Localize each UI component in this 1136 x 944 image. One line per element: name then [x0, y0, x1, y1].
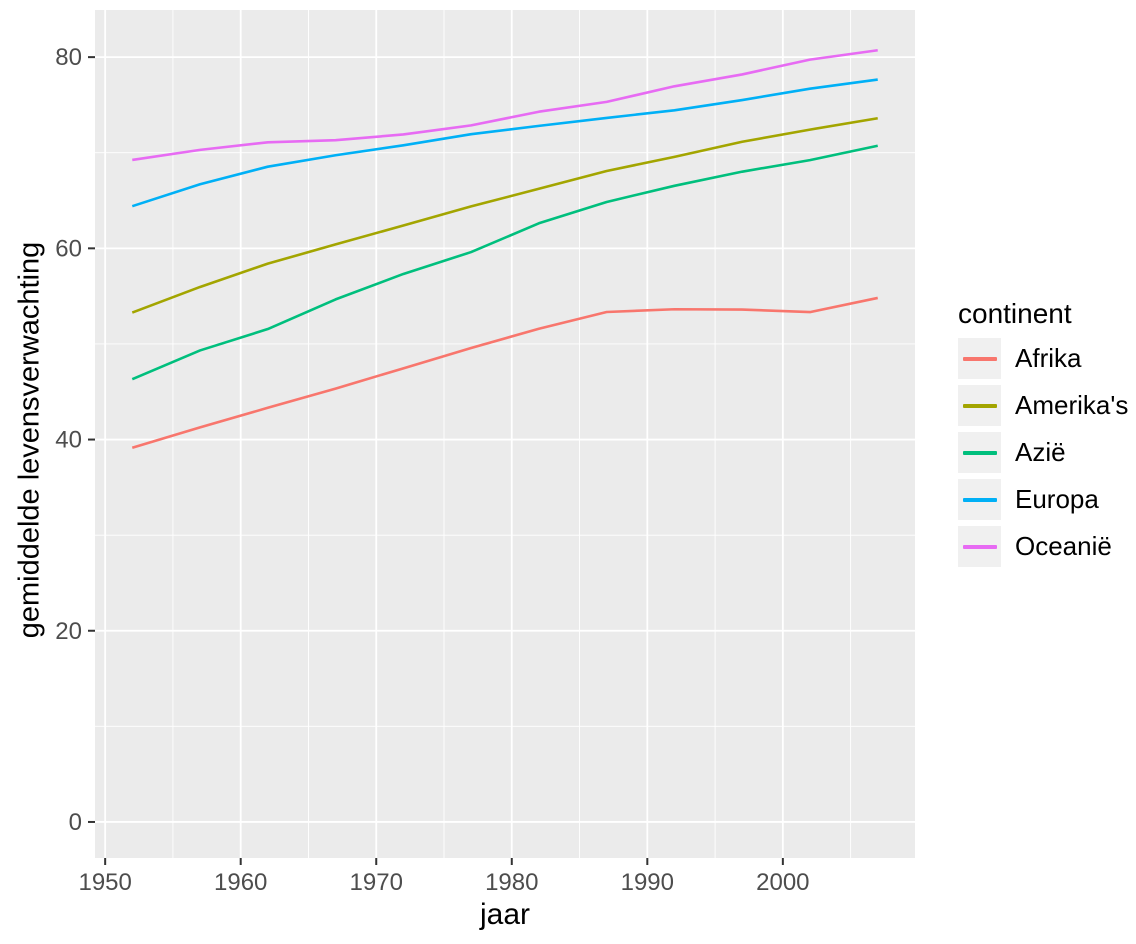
- series-line-europa: [131, 78, 878, 208]
- legend-key: [958, 385, 1001, 426]
- legend-key: [958, 479, 1001, 520]
- x-tick-label: 1950: [78, 869, 131, 896]
- legend-items: Afrika Amerika's Azië Europa Oceanië: [958, 338, 1136, 567]
- x-tick-label: 1990: [621, 869, 674, 896]
- y-tick-label: 60: [55, 235, 82, 262]
- plot-panel: [95, 10, 915, 858]
- x-axis-title: jaar: [479, 898, 531, 931]
- x-tick-label: 1980: [485, 869, 538, 896]
- y-tick-label: 80: [55, 44, 82, 71]
- series-line-azi: [131, 144, 878, 381]
- legend-item-label: Oceanië: [1015, 531, 1112, 561]
- y-tick-label: 40: [55, 427, 82, 454]
- legend-item-oceani: Oceanië: [958, 526, 1136, 567]
- legend-title: continent: [958, 298, 1072, 329]
- series-line-amerikas: [131, 116, 878, 314]
- legend-key: [958, 432, 1001, 473]
- legend: continent Afrika Amerika's Azië Europa Ocean…: [958, 296, 1136, 573]
- legend-item-label: Afrika: [1015, 343, 1082, 373]
- x-tick-label: 2000: [756, 869, 809, 896]
- x-tick-label: 1970: [350, 869, 403, 896]
- legend-item-label: Amerika's: [1015, 390, 1129, 420]
- series-line-oceani: [132, 48, 878, 162]
- legend-key: [958, 526, 1001, 567]
- legend-key-line: [962, 544, 997, 549]
- legend-item-afrika: Afrika: [958, 338, 1136, 379]
- legend-key: [958, 338, 1001, 379]
- y-axis-title: gemiddelde levensverwachting: [13, 241, 46, 639]
- legend-key-line: [962, 356, 997, 361]
- legend-key-line: [962, 497, 997, 502]
- x-tick-label: 1960: [214, 869, 267, 896]
- legend-item-amerikas: Amerika's: [958, 385, 1136, 426]
- legend-item-europa: Europa: [958, 479, 1136, 520]
- legend-key-line: [962, 403, 997, 408]
- y-tick-label: 20: [55, 618, 82, 645]
- legend-item-azi: Azië: [958, 432, 1136, 473]
- legend-item-label: Europa: [1015, 484, 1099, 514]
- legend-item-label: Azië: [1015, 437, 1066, 467]
- series-line-afrika: [131, 296, 878, 450]
- legend-key-line: [962, 450, 997, 455]
- y-tick-label: 0: [69, 809, 82, 836]
